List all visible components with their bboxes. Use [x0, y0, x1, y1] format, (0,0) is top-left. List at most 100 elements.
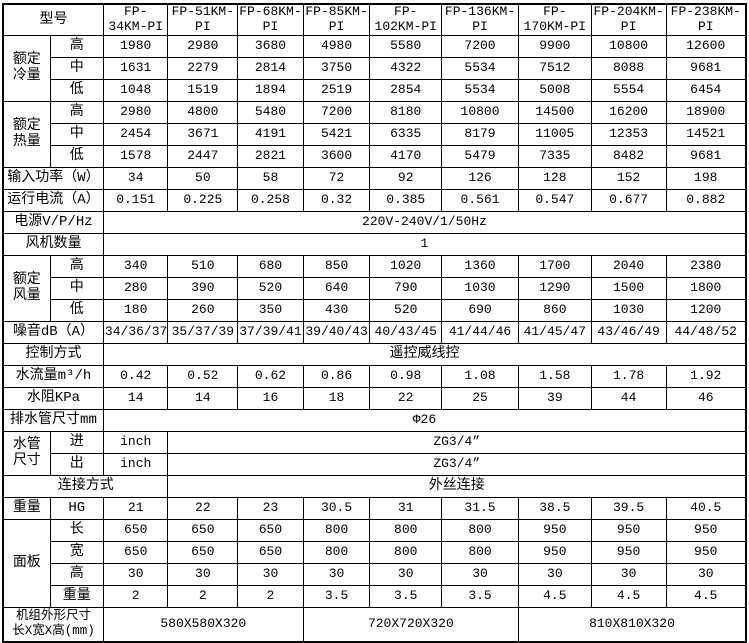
spec-value-cell: 37/39/41: [237, 320, 304, 344]
table-row: 额定 冷量高 1980 2980 3680 4980 5580 7200 9900 10800 1…: [2, 34, 747, 102]
spec-value-cell: 2447: [167, 144, 239, 168]
spec-value-cell: 2980: [167, 34, 239, 58]
spec-value-cell: 800: [369, 540, 443, 564]
spec-value-cell: 0.52: [167, 364, 239, 388]
spec-value-cell: 390: [167, 276, 239, 300]
spec-value-cell: 50: [167, 166, 239, 190]
spec-value-cell: 5534: [441, 78, 519, 102]
spec-value-cell: 950: [517, 518, 592, 542]
table-row: 电源V/P/Hz 220V-240V/1/50Hz: [2, 210, 747, 234]
spec-value-cell: 22: [167, 496, 239, 520]
model-header: FP-34KM-PI: [102, 3, 169, 36]
spec-value-cell: 4191: [237, 122, 304, 146]
spec-value-cell: 44: [590, 386, 667, 410]
table-row: 风机数量 1: [2, 232, 747, 256]
spec-value-cell: 31.5: [441, 496, 519, 520]
spec-value-cell: 1519: [167, 78, 239, 102]
row-label-noise: 噪音dB（A）: [2, 320, 104, 344]
spec-value-cell: 39: [517, 386, 592, 410]
merged-value: 580X580X320: [102, 606, 304, 643]
spec-value-cell: 860: [517, 298, 592, 322]
spec-value-cell: 0.151: [102, 188, 169, 212]
table-row: 低 1048 1519 1894 2519 2854 5534 5008 5554 6454: [3, 78, 747, 102]
spec-value-cell: 1020: [369, 254, 443, 278]
spec-value-cell: 43/46/49: [590, 320, 667, 344]
spec-value-cell: 30: [665, 562, 747, 586]
spec-value-cell: 1030: [590, 298, 667, 322]
spec-value-cell: 2040: [590, 254, 667, 278]
spec-value-cell: 1.78: [590, 364, 667, 388]
spec-value-cell: 9681: [665, 56, 747, 80]
spec-value-cell: 260: [167, 298, 239, 322]
spec-value-cell: 2454: [102, 122, 169, 146]
row-label-pipesize: 水管 尺寸: [2, 430, 51, 476]
model-header: FP-102KM-PI: [369, 3, 443, 36]
row-sublabel: 低: [49, 78, 104, 102]
table-row: 中 280 390 520 640 790 1030 1290 1500 1800: [3, 276, 747, 300]
spec-value-cell: 9681: [665, 144, 747, 168]
spec-value-cell: 41/44/46: [441, 320, 519, 344]
row-label-cooling: 额定 冷量: [2, 34, 51, 102]
spec-value-cell: 7200: [441, 34, 519, 58]
table-row: 高 30 30 30 30 30 30 30 30 30: [3, 562, 747, 586]
spec-value-cell: 2: [102, 584, 169, 608]
merged-value: 720X720X320: [302, 606, 519, 643]
spec-value-cell: 128: [517, 166, 592, 190]
spec-value-cell: 0.561: [441, 188, 519, 212]
spec-value-cell: 680: [237, 254, 304, 278]
spec-value-cell: 690: [441, 298, 519, 322]
spec-value-cell: 11005: [517, 122, 592, 146]
spec-sheet-page: 型号 FP-34KM-PI FP-51KM-PI FP-68KM-PI FP-85KM-…: [2, 3, 747, 643]
row-label-current: 运行电流（A）: [2, 188, 104, 212]
spec-value-cell: 7200: [302, 100, 371, 124]
row-label-heating: 额定 热量: [2, 100, 51, 168]
spec-value-cell: 800: [302, 540, 371, 564]
spec-value-cell: 3750: [302, 56, 371, 80]
spec-value-cell: 0.225: [167, 188, 239, 212]
spec-value-cell: 44/48/52: [665, 320, 747, 344]
spec-value-cell: 18900: [665, 100, 747, 124]
spec-value-cell: 4800: [167, 100, 239, 124]
table-row: 宽 650 650 650 800 800 800 950 950 950: [3, 540, 747, 564]
spec-value-cell: 510: [167, 254, 239, 278]
spec-value-cell: 3600: [302, 144, 371, 168]
spec-value-cell: 4322: [369, 56, 443, 80]
spec-value-cell: 1.58: [517, 364, 592, 388]
spec-value-cell: 4170: [369, 144, 443, 168]
spec-value-cell: 2380: [665, 254, 747, 278]
table-row: 重量 HG 21 22 23 30.5 31 31.5 38.5 39.5 40.5: [2, 496, 747, 520]
spec-value-cell: 92: [369, 166, 443, 190]
row-label-drainpipe: 排水管尺寸mm: [2, 408, 104, 432]
spec-value-cell: 6454: [665, 78, 747, 102]
merged-value: ZG3/4”: [167, 430, 747, 454]
row-label-airflow: 额定 风量: [2, 254, 51, 322]
spec-value-cell: 1894: [237, 78, 304, 102]
spec-table-body: 型号 FP-34KM-PI FP-51KM-PI FP-68KM-PI FP-85KM-…: [2, 3, 747, 643]
spec-value-cell: 950: [665, 540, 747, 564]
table-row: 水流量m³/h 0.42 0.52 0.62 0.86 0.98 1.08 1.58 1.78 1…: [2, 364, 747, 388]
spec-value-cell: 4980: [302, 34, 371, 58]
spec-value-cell: 4.5: [590, 584, 667, 608]
table-row: 出 inch ZG3/4”: [3, 452, 747, 476]
spec-value-cell: 12353: [590, 122, 667, 146]
model-header: FP-204KM-PI: [590, 3, 667, 36]
spec-value-cell: 0.42: [102, 364, 169, 388]
spec-value-cell: 0.32: [302, 188, 371, 212]
spec-value-cell: 650: [102, 540, 169, 564]
spec-value-cell: 16200: [590, 100, 667, 124]
spec-value-cell: 340: [102, 254, 169, 278]
row-label-powersupply: 电源V/P/Hz: [2, 210, 104, 234]
row-label-waterflow: 水流量m³/h: [2, 364, 104, 388]
spec-value-cell: 0.98: [369, 364, 443, 388]
merged-value: 1: [102, 232, 747, 256]
table-row: 型号 FP-34KM-PI FP-51KM-PI FP-68KM-PI FP-85KM-…: [2, 3, 747, 36]
spec-value-cell: 2854: [369, 78, 443, 102]
spec-table: 型号 FP-34KM-PI FP-51KM-PI FP-68KM-PI FP-85KM-…: [2, 3, 747, 643]
spec-value-cell: 152: [590, 166, 667, 190]
spec-value-cell: 34/36/37: [102, 320, 169, 344]
spec-value-cell: 34: [102, 166, 169, 190]
spec-value-cell: 350: [237, 298, 304, 322]
model-header: FP-68KM-PI: [237, 3, 304, 36]
merged-value: ZG3/4”: [167, 452, 747, 476]
spec-value-cell: 800: [302, 518, 371, 542]
